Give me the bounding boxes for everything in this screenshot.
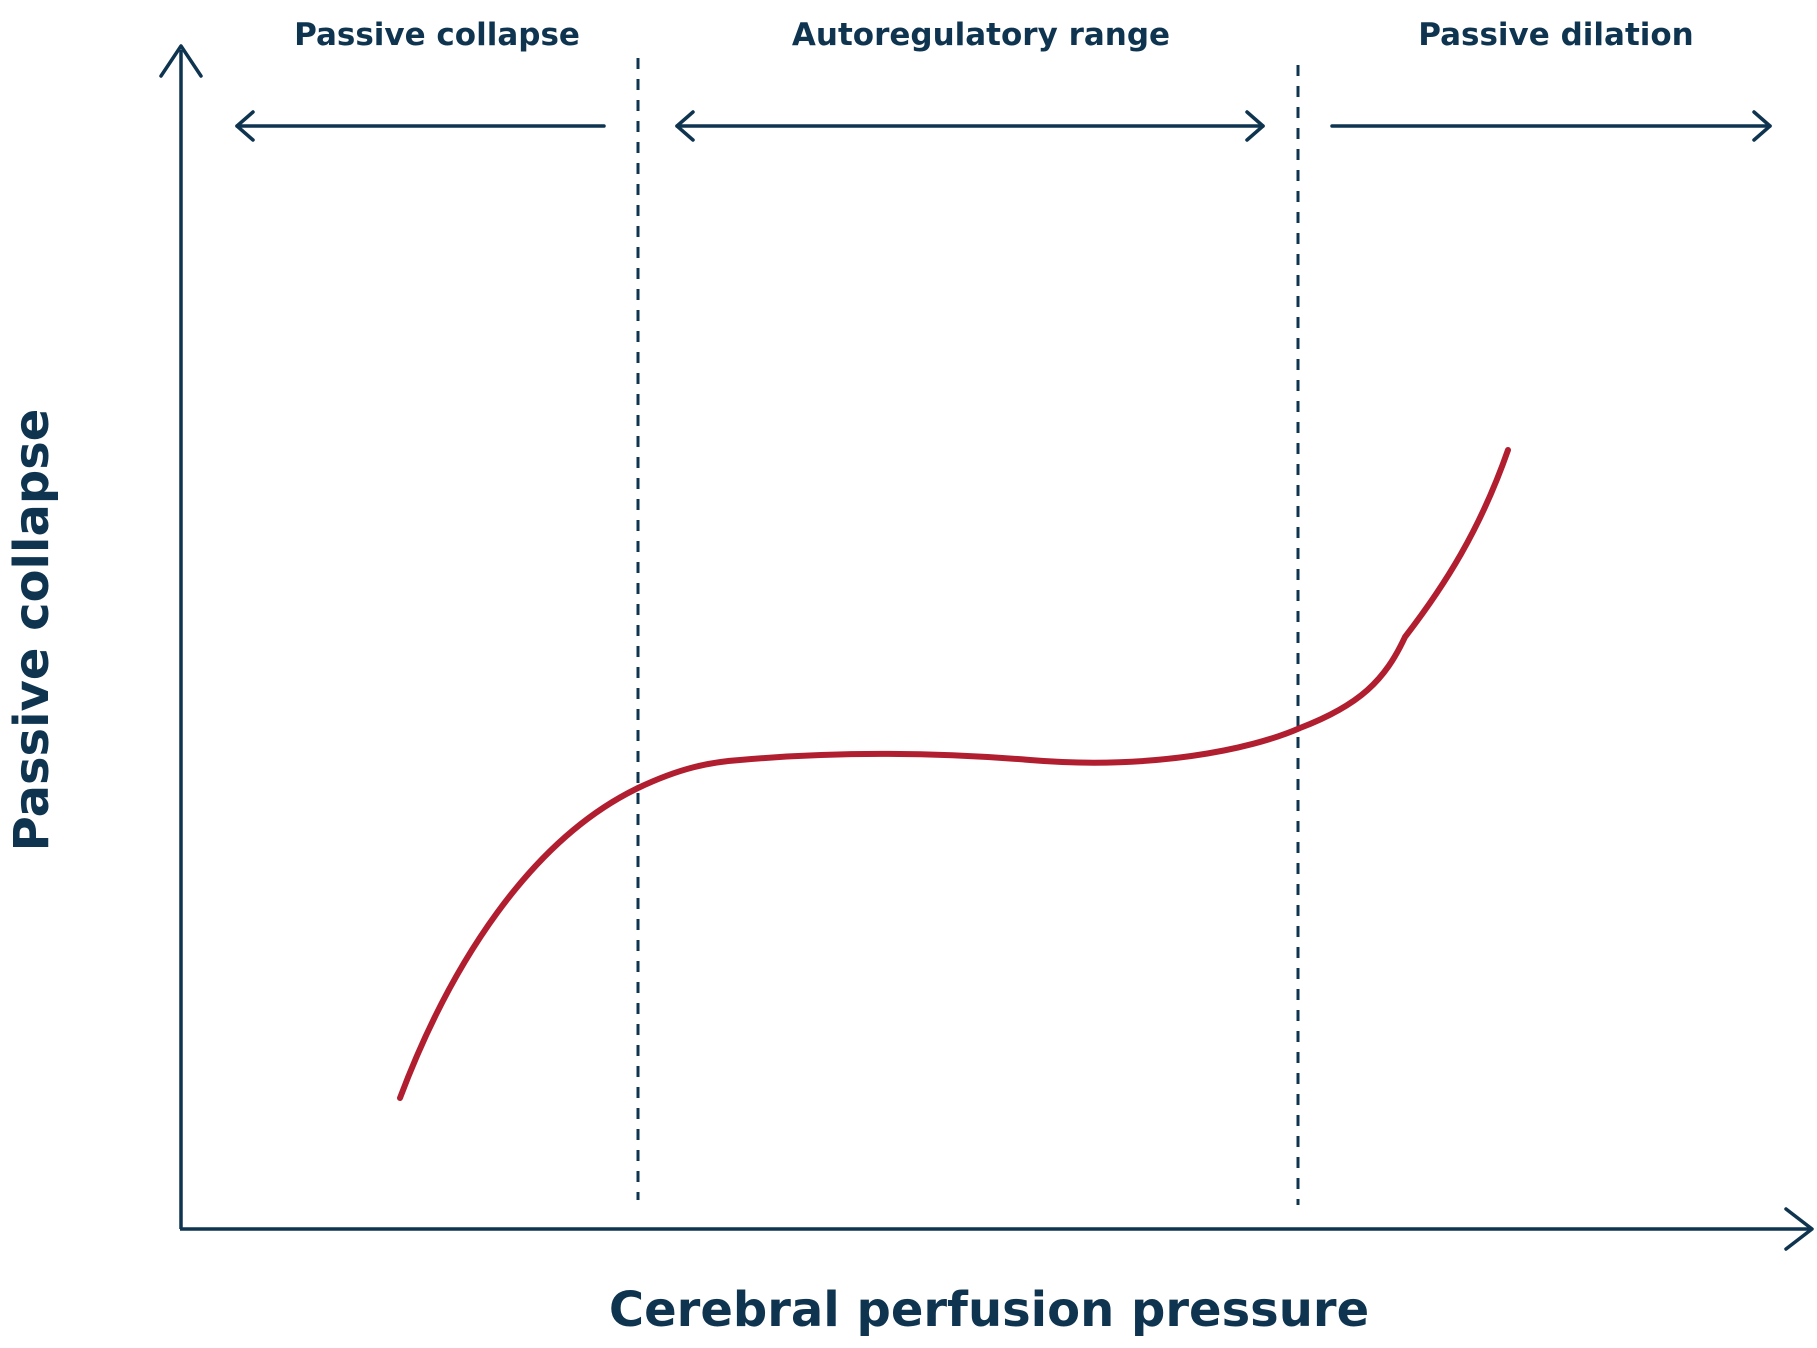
region-label-passive-collapse: Passive collapse <box>294 17 580 53</box>
y-axis-arrowhead <box>159 44 203 78</box>
autoregulatory-range-arrow <box>675 110 1265 142</box>
autoregulation-curve <box>397 447 1511 1101</box>
passive-collapse-arrow <box>235 110 606 142</box>
y-axis-title: Passive collapse <box>4 409 60 852</box>
region-label-autoregulatory-range: Autoregulatory range <box>792 17 1170 53</box>
passive-dilation-arrow <box>1330 110 1772 142</box>
x-axis-title: Cerebral perfusion pressure <box>609 1282 1369 1338</box>
region-label-passive-dilation: Passive dilation <box>1418 17 1694 53</box>
x-axis-arrowhead <box>1784 1207 1814 1251</box>
